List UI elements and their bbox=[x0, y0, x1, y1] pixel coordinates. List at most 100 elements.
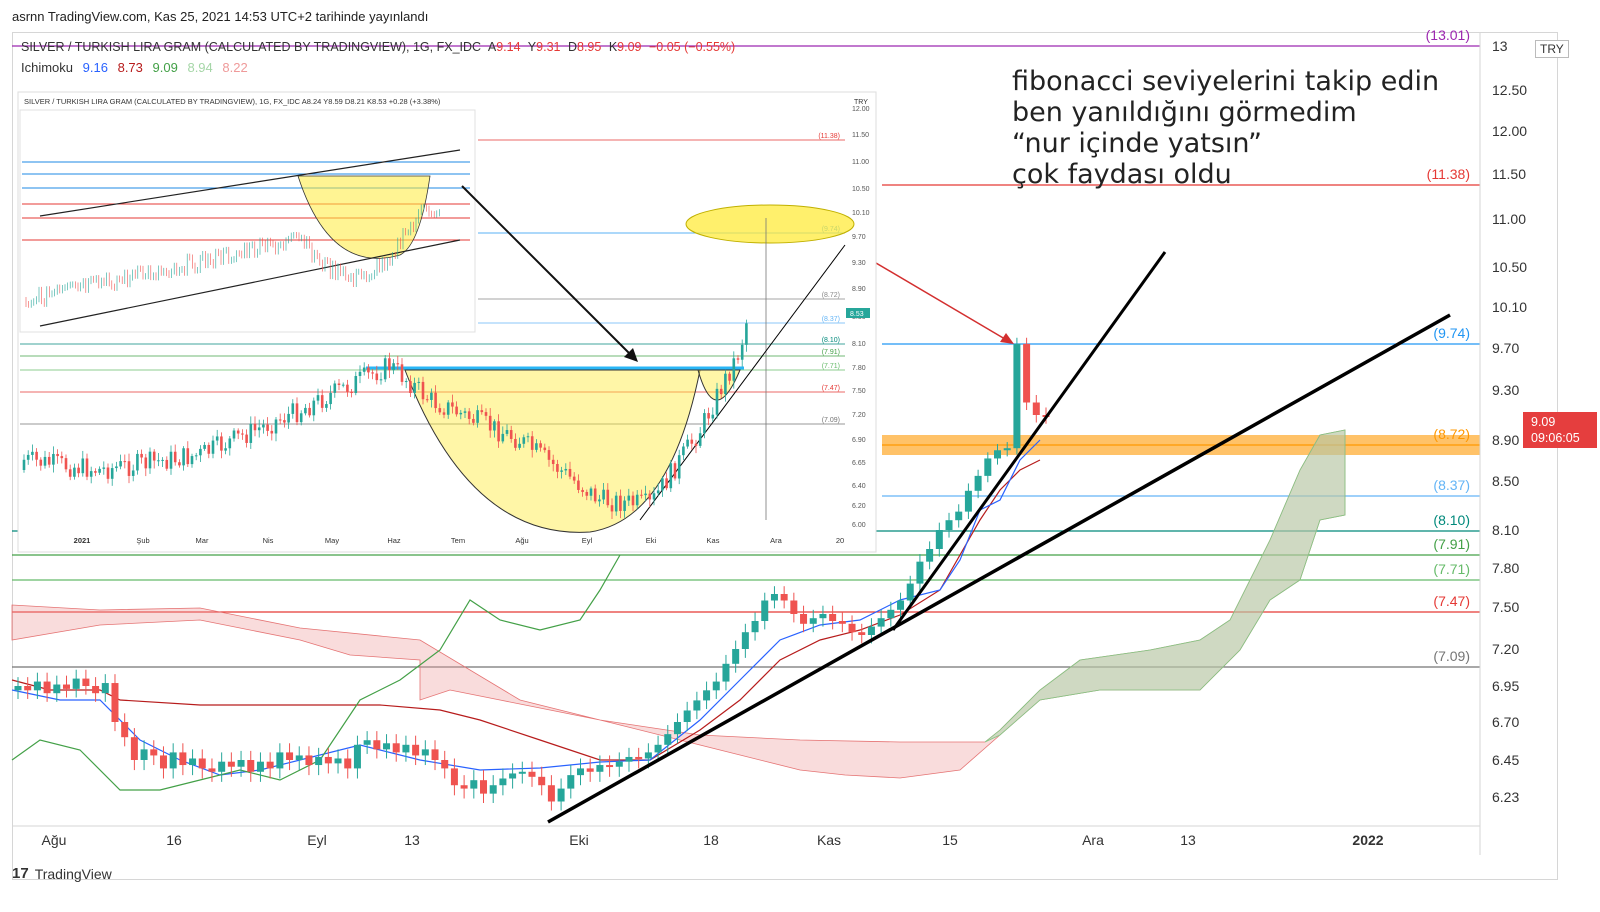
price-tick-label: 9.70 bbox=[1492, 340, 1519, 356]
inset-candle-body bbox=[442, 412, 446, 415]
inset-candle-body bbox=[295, 403, 299, 423]
candle-body bbox=[509, 773, 517, 779]
inset-candle-body bbox=[551, 459, 555, 465]
inset-candle-body bbox=[581, 489, 584, 492]
inset-candle-body bbox=[157, 460, 160, 462]
inset-candle-body bbox=[493, 421, 496, 431]
inset-candle-body bbox=[715, 388, 719, 415]
inset-candle-body bbox=[598, 499, 601, 502]
inset-candle-body bbox=[446, 402, 450, 415]
currency-button[interactable]: TRY bbox=[1535, 40, 1569, 58]
candle-body bbox=[518, 771, 526, 774]
inset-fib-label: (7.71) bbox=[822, 363, 840, 370]
candle-body bbox=[363, 740, 371, 745]
inset-fib-label: (8.10) bbox=[822, 337, 840, 344]
inset-candle-body bbox=[656, 490, 660, 494]
candle-body bbox=[916, 561, 924, 584]
candle-body bbox=[538, 776, 546, 786]
candle-body bbox=[867, 626, 875, 635]
candle-body bbox=[790, 600, 798, 614]
candle-body bbox=[761, 600, 769, 621]
inset-price-tick: 6.65 bbox=[852, 460, 866, 467]
inset-candle-body bbox=[484, 412, 488, 416]
inset-candle-body bbox=[417, 381, 421, 383]
inset-candle-body bbox=[619, 495, 622, 511]
inset-fib-label: (7.47) bbox=[822, 385, 840, 392]
inset-candle-body bbox=[472, 418, 475, 423]
time-tick-label: 13 bbox=[1180, 832, 1196, 848]
inset-candle-body bbox=[539, 443, 542, 448]
fib-label: (8.10) bbox=[1433, 512, 1470, 528]
inset-candle-body bbox=[245, 434, 248, 443]
inset-candle-body bbox=[690, 439, 694, 444]
candle-body bbox=[625, 756, 633, 762]
footer[interactable]: 17 TradingView bbox=[12, 865, 112, 882]
candle-body bbox=[838, 621, 846, 624]
inset-candle-body bbox=[476, 410, 479, 423]
inset-candle-body bbox=[736, 358, 740, 360]
candle-body bbox=[945, 520, 953, 530]
inset-candle-body bbox=[400, 364, 404, 382]
fib-label: (13.01) bbox=[1426, 27, 1470, 43]
fib-label: (7.09) bbox=[1433, 648, 1470, 664]
inset-time-tick: Nis bbox=[263, 536, 274, 545]
inset-time-tick: Ara bbox=[770, 536, 783, 545]
inset-candle-body bbox=[703, 413, 706, 434]
inset-candle-body bbox=[610, 505, 614, 512]
ohlc-change: −0.05 (−0.55%) bbox=[649, 40, 736, 54]
inset-candle-body bbox=[228, 438, 232, 449]
trendline-steep bbox=[891, 251, 1167, 631]
ohlc-high-label: Y bbox=[527, 40, 537, 54]
candle-body bbox=[926, 549, 934, 562]
price-tick-label: 13 bbox=[1492, 38, 1508, 54]
inset-candle-body bbox=[383, 358, 387, 380]
indicator-legend[interactable]: Ichimoku 9.16 8.73 9.09 8.94 8.22 bbox=[21, 60, 254, 75]
inset-candle-body bbox=[194, 455, 198, 457]
inset-candle-body bbox=[220, 436, 223, 451]
inset-candle-body bbox=[648, 493, 652, 500]
inset-price-tick: 10.10 bbox=[852, 210, 870, 217]
price-tick-label: 9.30 bbox=[1492, 382, 1519, 398]
inset-candle-body bbox=[270, 430, 274, 434]
inset-candle-body bbox=[455, 406, 458, 415]
inset-candle-body bbox=[669, 463, 673, 489]
fib-label: (7.47) bbox=[1433, 593, 1470, 609]
last-price-badge: 9.09 09:06:05 bbox=[1523, 412, 1597, 448]
inset-candle-body bbox=[614, 495, 618, 512]
inset-candle-body bbox=[526, 436, 530, 438]
candle-body bbox=[383, 743, 391, 750]
candle-body bbox=[935, 530, 943, 549]
inset-candle-body bbox=[39, 459, 43, 466]
candle-body bbox=[72, 678, 80, 689]
inset-time-tick: Mar bbox=[196, 536, 209, 545]
fib-label: (9.74) bbox=[1433, 325, 1470, 341]
price-tick-label: 12.00 bbox=[1492, 123, 1527, 139]
inset-candle-body bbox=[186, 448, 190, 465]
inset-target-ellipse bbox=[685, 204, 855, 244]
ohlc-low-label: D bbox=[567, 40, 577, 54]
candle-body bbox=[683, 710, 691, 722]
candle-body bbox=[547, 785, 555, 802]
candle-body bbox=[1003, 448, 1011, 451]
fib-label: (7.91) bbox=[1433, 536, 1470, 552]
inset-candle-body bbox=[325, 404, 328, 408]
fib-label: (8.72) bbox=[1433, 426, 1470, 442]
nested-inset-lower-channel bbox=[39, 239, 461, 327]
inset-candle-body bbox=[136, 453, 139, 471]
inset-candle-body bbox=[211, 440, 215, 454]
inset-candle-body bbox=[488, 415, 492, 431]
inset-candle-body bbox=[169, 451, 173, 469]
candle-body bbox=[606, 765, 614, 768]
last-price: 9.09 bbox=[1531, 415, 1556, 429]
time-tick-label: 13 bbox=[404, 832, 420, 848]
inset-candle-body bbox=[278, 419, 282, 421]
candle-body bbox=[829, 614, 837, 621]
inset-candle-body bbox=[249, 423, 253, 443]
inset-candle-body bbox=[320, 395, 324, 408]
candle-body bbox=[179, 752, 187, 766]
ohlc-open-label: A bbox=[487, 40, 497, 54]
inset-candle-body bbox=[354, 376, 358, 394]
candle-body bbox=[1023, 343, 1031, 403]
inset-candle-body bbox=[514, 438, 517, 448]
